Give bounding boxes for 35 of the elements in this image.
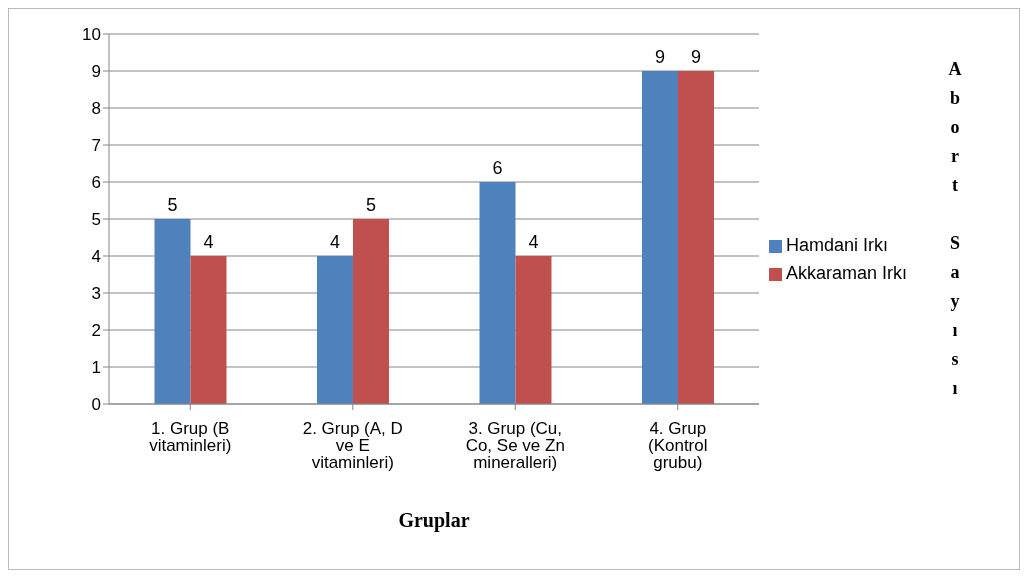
data-label: 4 — [203, 232, 214, 252]
legend-label: Akkaraman Irkı — [786, 263, 908, 283]
bar — [190, 256, 227, 404]
y-tick-label: 1 — [91, 358, 101, 378]
y-tick-label: 4 — [91, 247, 101, 267]
text: Abort Sayısı — [944, 59, 965, 407]
y-tick-label: 6 — [91, 173, 101, 193]
x-axis-title: Gruplar — [397, 509, 471, 532]
data-label: 9 — [690, 47, 702, 67]
x-tick-label: 4. Grup (Kontrol grubu) — [647, 419, 708, 473]
y-tick-label: 7 — [91, 136, 101, 156]
bar — [154, 219, 191, 404]
data-label: 9 — [654, 47, 666, 67]
y-tick-label: 9 — [91, 62, 101, 82]
data-label: 6 — [492, 158, 503, 178]
data-label: 4 — [528, 232, 539, 252]
bar — [642, 71, 678, 404]
y-tick-label: 3 — [91, 284, 101, 304]
x-tick-label: 2. Grup (A, D ve E vitaminleri) — [302, 419, 403, 473]
y-tick-label: 5 — [91, 210, 101, 230]
data-label: 5 — [167, 195, 178, 215]
x-tick-label: 1. Grup (B vitaminleri) — [149, 419, 232, 456]
legend-label: Hamdani Irkı — [786, 235, 889, 255]
y-tick-label: 2 — [91, 321, 101, 341]
bar — [678, 71, 714, 404]
bar — [317, 256, 353, 404]
y-tick-label: 8 — [91, 99, 101, 119]
y-tick-label: 10 — [82, 25, 101, 45]
bar — [353, 219, 389, 404]
data-label: 4 — [329, 232, 341, 252]
bar — [515, 256, 552, 404]
bar — [479, 182, 516, 404]
x-tick-label: 3. Grup (Cu, Co, Se ve Zn mineralleri) — [465, 419, 565, 473]
data-label: 5 — [365, 195, 377, 215]
y-tick-label: 0 — [91, 395, 101, 415]
